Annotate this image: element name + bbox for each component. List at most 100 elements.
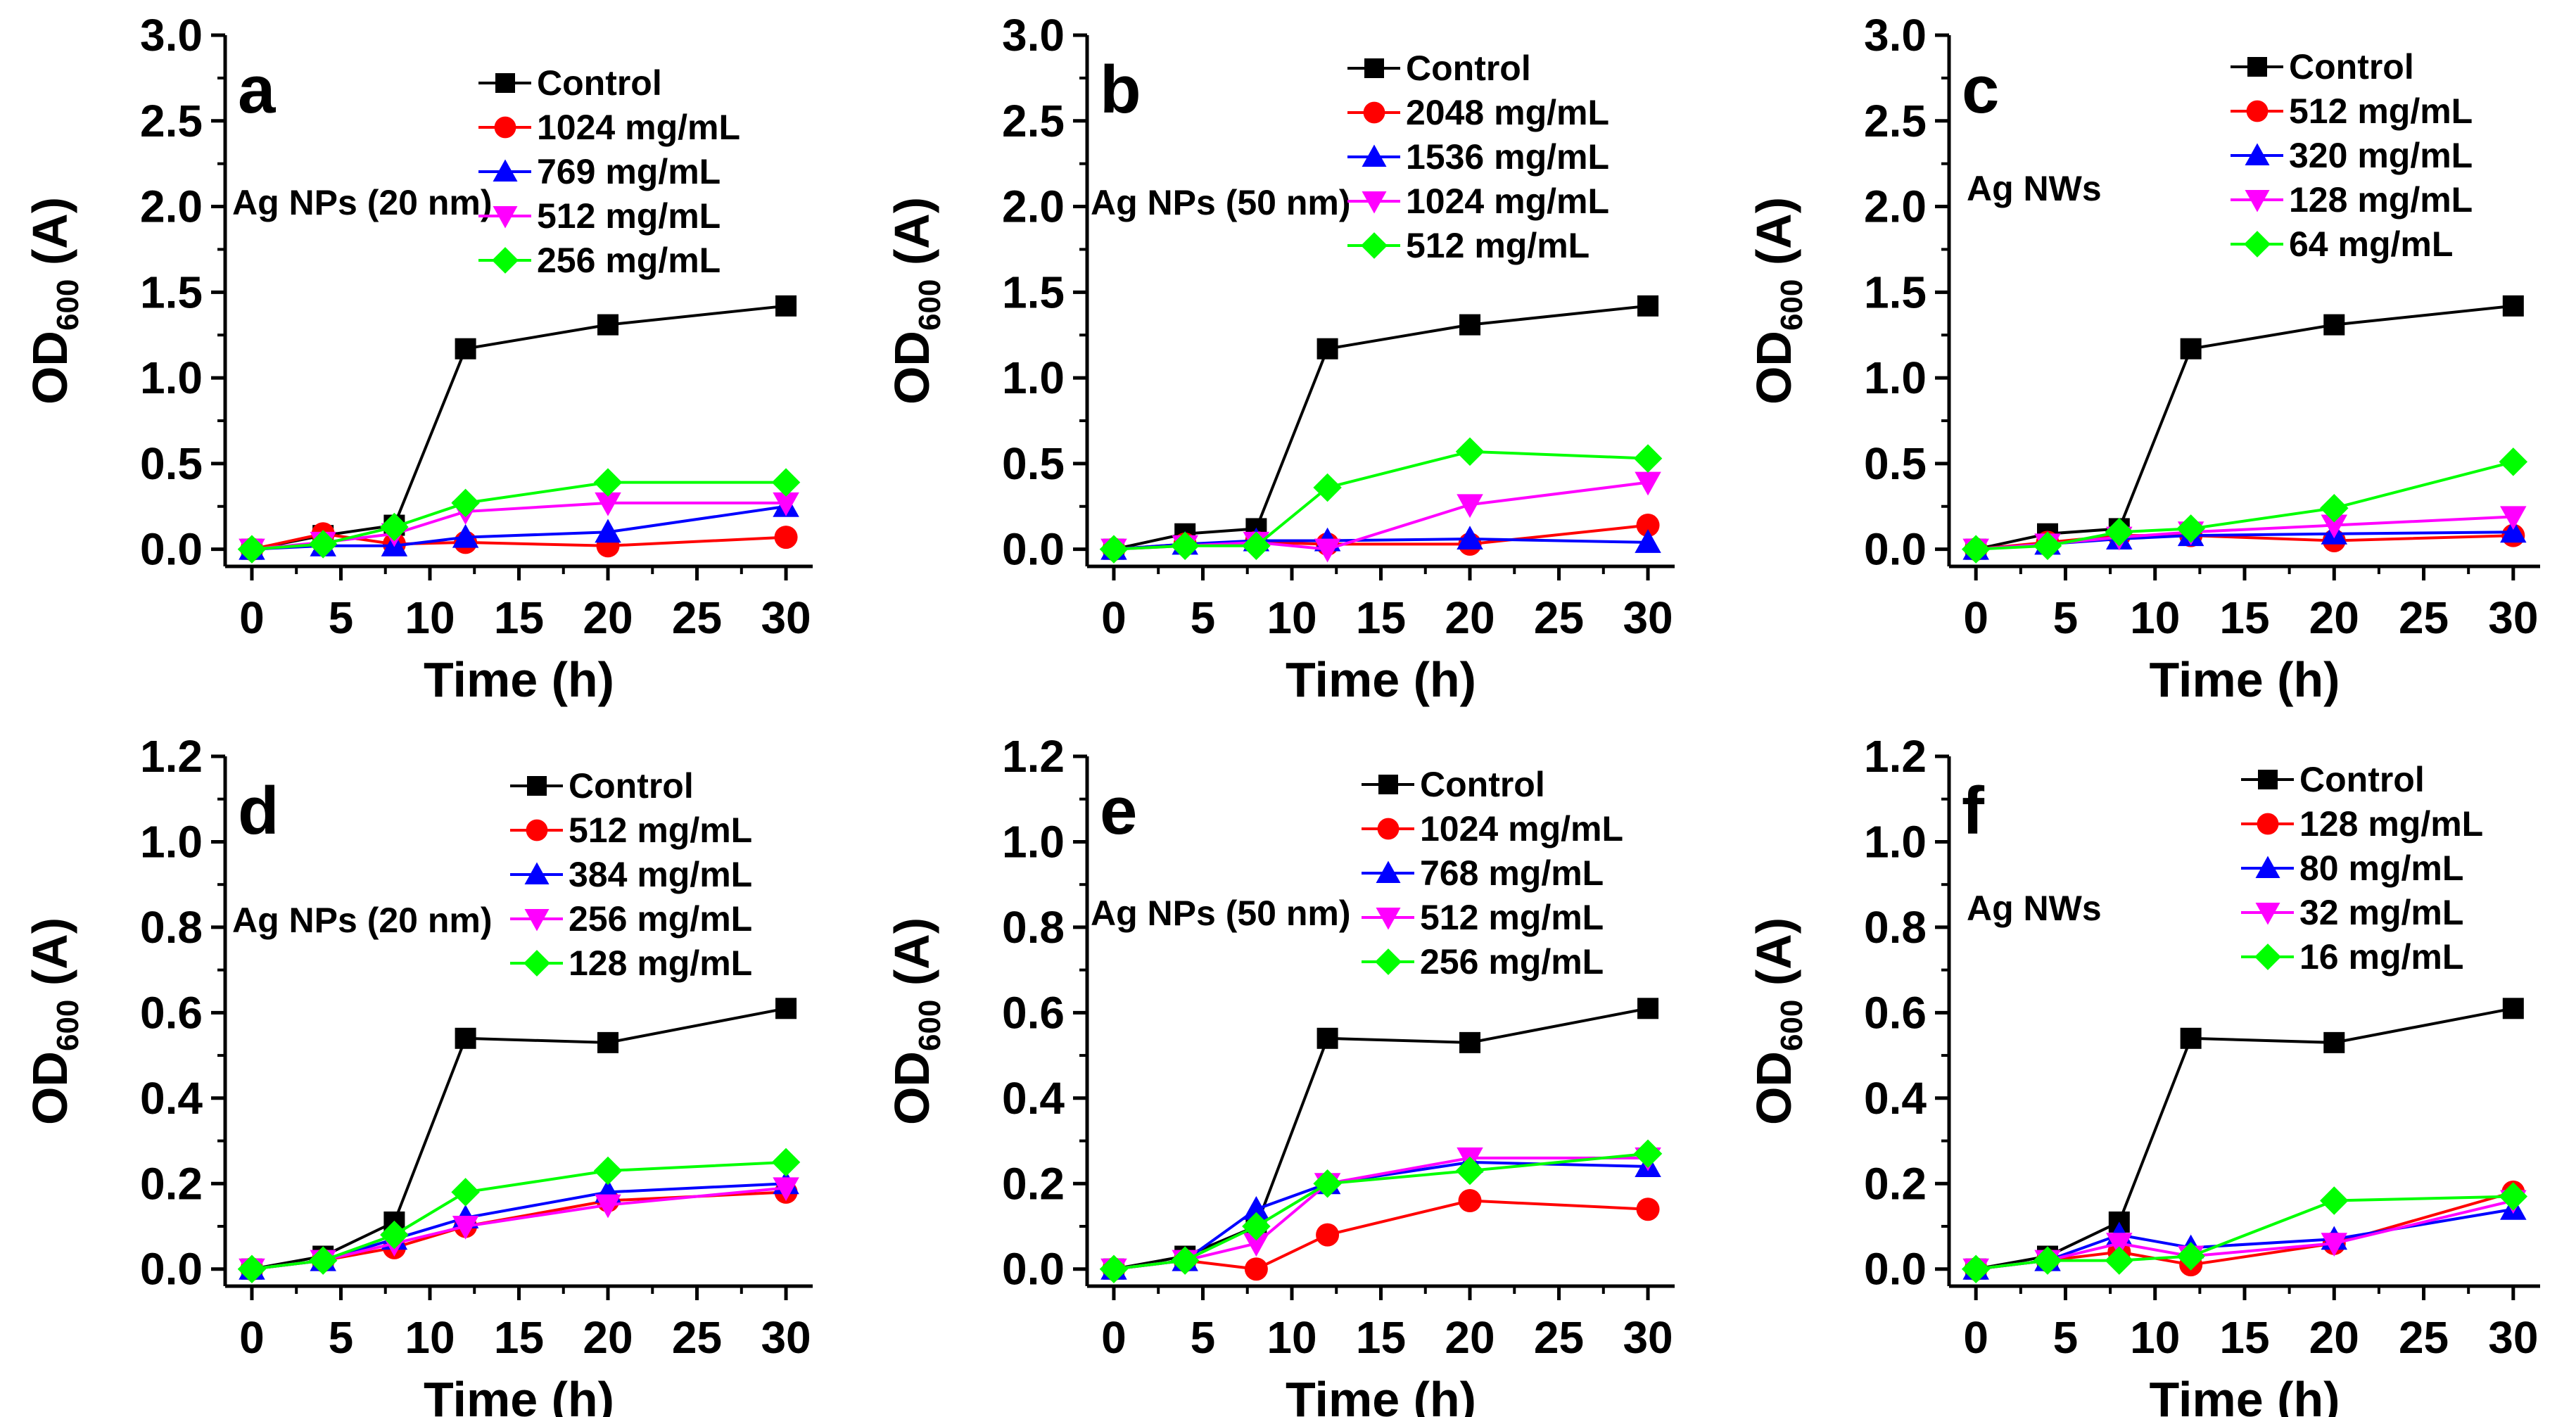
x-axis-title: Time (h) (1286, 1372, 1476, 1417)
y-tick-label: 0.0 (1002, 1244, 1065, 1295)
x-tick-label: 30 (1623, 1312, 1673, 1363)
legend-marker (524, 909, 550, 932)
y-tick-label: 2.0 (140, 182, 203, 232)
legend-marker (2247, 57, 2267, 77)
legend-label: Control (569, 766, 694, 806)
data-point (2499, 447, 2528, 476)
panel-annotation: Ag NPs (20 nm) (232, 183, 493, 222)
y-tick-label: 0.5 (1002, 438, 1065, 489)
data-point (1637, 998, 1659, 1019)
y-axis-title: OD600 (A) (884, 917, 947, 1125)
legend-label: Control (2289, 47, 2414, 87)
legend-label: 1536 mg/mL (1406, 137, 1609, 177)
legend-marker (2246, 100, 2269, 122)
legend-marker (492, 247, 519, 274)
y-tick-label: 0.6 (1002, 987, 1065, 1038)
y-tick-label: 2.0 (1002, 182, 1065, 232)
x-tick-label: 10 (405, 1312, 455, 1363)
data-point (2502, 295, 2524, 317)
data-point (1455, 1156, 1485, 1186)
x-tick-label: 20 (1445, 592, 1495, 643)
data-point (774, 526, 798, 549)
y-tick-label: 0.0 (140, 524, 203, 575)
data-point (1457, 526, 1483, 550)
data-point (1099, 535, 1129, 564)
x-tick-label: 5 (2053, 1312, 2079, 1363)
x-tick-label: 0 (1963, 1312, 1988, 1363)
data-point (1316, 1223, 1340, 1247)
x-axis-title: Time (h) (2150, 652, 2340, 707)
series-4 (1961, 1182, 2528, 1283)
series-line (1975, 304, 2514, 551)
legend-label: 256 mg/mL (537, 241, 721, 280)
legend-label: 256 mg/mL (569, 899, 752, 939)
legend-label: 512 mg/mL (569, 811, 752, 850)
x-tick-label: 10 (405, 592, 455, 643)
data-point (1636, 514, 1660, 538)
x-tick-label: 15 (494, 592, 544, 643)
series-line (1975, 1007, 2514, 1271)
legend-label: 768 mg/mL (1420, 853, 1604, 893)
x-tick-label: 0 (1963, 592, 1988, 643)
data-point (1635, 529, 1661, 553)
chart-panel-c: 0 5 10 15 20 25 30 0.0 0.5 1.0 1.5 2.0 2.5 3.0 Time (h… (1746, 10, 2540, 707)
y-tick-label: 0.2 (1864, 1158, 1927, 1209)
panel-letter: b (1100, 52, 1141, 127)
legend-marker (2245, 143, 2270, 165)
legend-label: 512 mg/mL (1406, 226, 1590, 265)
data-point (452, 1215, 479, 1240)
legend-label: 2048 mg/mL (1406, 93, 1609, 132)
legend: Control 128 mg/mL 80 mg/mL 32 mg/mL 16 mg/mL (2241, 760, 2483, 977)
data-point (593, 468, 623, 497)
x-tick-label: 15 (2219, 592, 2269, 643)
x-tick-label: 10 (1267, 592, 1316, 643)
data-point (2180, 1027, 2202, 1049)
chart-panel-f: 0 5 10 15 20 25 30 0.0 0.2 0.4 0.6 0.8 1.0 1.2 Time (h… (1746, 731, 2540, 1417)
x-tick-label: 25 (672, 592, 722, 643)
legend-label: 32 mg/mL (2299, 893, 2463, 932)
y-tick-label: 3.0 (1864, 10, 1927, 61)
panel-letter: a (238, 52, 276, 127)
legend-label: 128 mg/mL (2299, 804, 2483, 844)
x-tick-label: 10 (1267, 1312, 1316, 1363)
series-4 (1099, 437, 1663, 564)
x-tick-label: 0 (1101, 592, 1127, 643)
x-tick-label: 20 (2309, 592, 2359, 643)
x-tick-label: 5 (1191, 592, 1216, 643)
data-point (597, 1031, 619, 1053)
series-4 (1099, 1139, 1663, 1283)
data-point (2323, 1031, 2345, 1053)
panel-letter: f (1962, 773, 1985, 849)
legend-marker (2245, 190, 2270, 212)
data-point (595, 1194, 621, 1219)
x-tick-label: 10 (2130, 592, 2180, 643)
data-point (773, 1177, 799, 1202)
legend: Control 1024 mg/mL 769 mg/mL 512 mg/mL 256 m… (478, 63, 740, 280)
y-tick-label: 0.8 (1864, 902, 1927, 953)
data-point (771, 468, 801, 497)
y-tick-label: 1.5 (1864, 267, 1927, 317)
x-tick-label: 20 (583, 1312, 633, 1363)
data-point (2502, 998, 2524, 1019)
data-point (773, 492, 799, 516)
data-point (771, 1148, 801, 1177)
x-tick-label: 5 (1191, 1312, 1216, 1363)
x-tick-label: 15 (1356, 1312, 1406, 1363)
legend-marker (1376, 860, 1401, 883)
legend-label: Control (1420, 765, 1545, 804)
data-point (2499, 1182, 2528, 1211)
x-tick-label: 5 (329, 592, 354, 643)
data-point (1242, 531, 1271, 561)
x-tick-label: 25 (1534, 1312, 1584, 1363)
x-axis-title: Time (h) (2150, 1372, 2340, 1417)
panel-letter: c (1962, 52, 1999, 127)
legend-label: 769 mg/mL (537, 152, 721, 191)
y-tick-label: 0.0 (1864, 1244, 1927, 1295)
y-axis-title: OD600 (A) (884, 197, 947, 405)
chart-panel-b: 0 5 10 15 20 25 30 0.0 0.5 1.0 1.5 2.0 2.5 3.0 Time (h… (884, 10, 1675, 707)
chart-panel-d: 0 5 10 15 20 25 30 0.0 0.2 0.4 0.6 0.8 1.0 1.2 Time (h… (23, 731, 813, 1417)
data-point (775, 295, 797, 317)
panel-annotation: Ag NWs (1967, 169, 2102, 208)
legend-marker (2244, 231, 2271, 258)
